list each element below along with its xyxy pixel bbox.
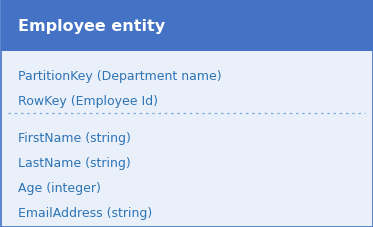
Text: Employee entity: Employee entity (18, 18, 165, 33)
Text: PartitionKey (Department name): PartitionKey (Department name) (18, 70, 222, 83)
Text: Age (integer): Age (integer) (18, 181, 101, 194)
Text: RowKey (Employee Id): RowKey (Employee Id) (18, 95, 158, 108)
Bar (0, 0, 373, 52)
Text: LastName (string): LastName (string) (18, 156, 131, 169)
Text: EmailAddress (string): EmailAddress (string) (18, 206, 152, 219)
Text: FirstName (string): FirstName (string) (18, 132, 131, 145)
